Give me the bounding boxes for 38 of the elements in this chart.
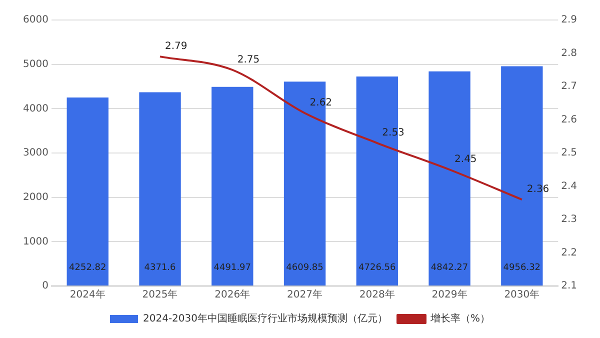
x-tick-label: 2025年 bbox=[142, 288, 178, 301]
x-tick-label: 2028年 bbox=[359, 288, 395, 301]
bar bbox=[139, 92, 181, 286]
line-series bbox=[159, 56, 523, 201]
data-label: 4491.97 bbox=[214, 262, 252, 273]
x-tick-label: 2030年 bbox=[504, 288, 540, 301]
data-label: 4726.56 bbox=[358, 262, 396, 273]
y2-tick-label: 2.6 bbox=[561, 114, 578, 126]
x-tick-label: 2027年 bbox=[287, 288, 322, 301]
y2-tick-label: 2.4 bbox=[561, 180, 578, 192]
y2-tick-label: 2.2 bbox=[561, 247, 578, 258]
data-label: 4842.27 bbox=[430, 262, 468, 273]
data-label: 2.75 bbox=[237, 54, 260, 66]
y-tick-label: 4000 bbox=[22, 103, 48, 114]
y-tick-label: 2000 bbox=[22, 192, 48, 203]
bar bbox=[212, 86, 254, 286]
data-label: 4609.85 bbox=[286, 262, 324, 273]
y2-tick-label: 2.1 bbox=[561, 280, 578, 292]
legend-label: 增长率（%） bbox=[430, 312, 490, 325]
y-tick-label: 6000 bbox=[22, 14, 48, 26]
y2-tick-label: 2.3 bbox=[561, 214, 578, 226]
data-label: 2.79 bbox=[165, 41, 188, 52]
data-label: 4956.32 bbox=[503, 262, 541, 273]
legend-label: 2024-2030年中国睡眠医疗行业市场规模预测（亿元） bbox=[142, 312, 388, 325]
x-tick-label: 2026年 bbox=[214, 288, 250, 301]
y2-tick-label: 2.7 bbox=[561, 81, 578, 92]
data-label: 4371.6 bbox=[144, 262, 176, 273]
bar bbox=[66, 97, 108, 286]
y-tick-label: 1000 bbox=[22, 236, 48, 248]
y-tick-label: 3000 bbox=[22, 148, 48, 159]
x-tick-label: 2029年 bbox=[432, 288, 468, 301]
data-label: 4252.82 bbox=[69, 262, 106, 273]
y-tick-label: 5000 bbox=[22, 58, 48, 70]
y2-tick-label: 2.9 bbox=[561, 14, 578, 26]
y-tick-label: 0 bbox=[42, 280, 48, 292]
y2-tick-label: 2.8 bbox=[561, 48, 578, 59]
y2-tick-label: 2.5 bbox=[561, 148, 578, 159]
x-tick-label: 2024年 bbox=[70, 288, 106, 301]
